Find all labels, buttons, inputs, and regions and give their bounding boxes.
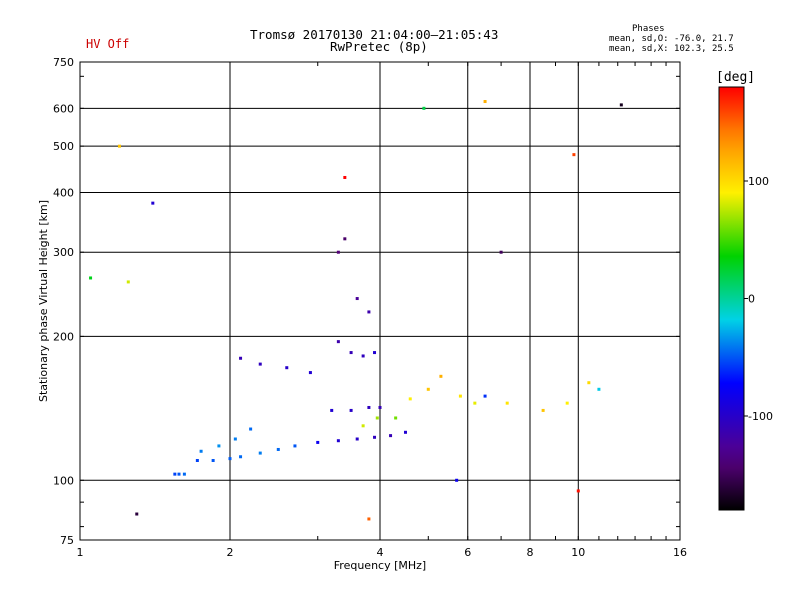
echo-point [541, 408, 545, 412]
echo-point [373, 435, 377, 439]
echo-point [308, 371, 312, 375]
echo-point [239, 455, 243, 459]
echo-point [403, 430, 407, 434]
echo-point [285, 366, 289, 370]
phase-stats-o-mode: mean, sd,O: -76.0, 21.7 [609, 34, 734, 44]
echo-point [330, 408, 334, 412]
y-tick-label: 100 [53, 474, 74, 487]
grid-lines [80, 62, 680, 540]
echo-point [576, 489, 580, 493]
phase-stats-heading: Phases [632, 24, 665, 34]
y-tick-label: 75 [60, 534, 74, 547]
echo-point [426, 387, 430, 391]
echo-point [217, 444, 221, 448]
colorbar-unit-label: [deg] [716, 70, 756, 85]
x-tick-label: 2 [227, 546, 234, 559]
echo-point [505, 401, 509, 405]
echo-point [375, 416, 379, 420]
y-tick-label: 400 [53, 186, 74, 199]
echo-point [473, 401, 477, 405]
echo-point [483, 100, 487, 104]
chart-title-line1: Tromsø 20170130 21:04:00–21:05:43 [250, 27, 499, 42]
echo-point [151, 201, 155, 205]
y-axis-label: Stationary phase Virtual Height [km] [37, 200, 50, 402]
echo-point [249, 427, 253, 431]
echo-points [89, 100, 623, 521]
echo-point [211, 458, 215, 462]
colorbar-rect [718, 86, 745, 511]
echo-point [565, 401, 569, 405]
echo-point [336, 250, 340, 254]
echo-point [367, 310, 371, 314]
echo-point [228, 457, 232, 461]
phase-colorbar: 100 0 -100 [718, 86, 773, 511]
y-tick-label: 750 [53, 56, 74, 69]
echo-point [233, 437, 237, 441]
echo-point [316, 440, 320, 444]
echo-point [173, 472, 177, 476]
echo-point [373, 351, 377, 355]
echo-point [276, 447, 280, 451]
y-tick-label: 200 [53, 330, 74, 343]
echo-point [343, 237, 347, 241]
echo-point [587, 381, 591, 385]
x-tick-label: 1 [77, 546, 84, 559]
echo-point [361, 424, 365, 428]
echo-point [483, 394, 487, 398]
x-tick-label: 4 [377, 546, 384, 559]
colorbar-tick-label: -100 [748, 410, 773, 423]
echo-point [439, 374, 443, 378]
colorbar-tick-label: 0 [748, 293, 755, 306]
echo-point [389, 434, 393, 438]
echo-point [135, 512, 139, 516]
echo-point [195, 458, 199, 462]
hv-status-label: HV Off [86, 37, 130, 51]
echo-point [355, 437, 359, 441]
echo-point [378, 405, 382, 409]
echo-point [177, 472, 181, 476]
x-tick-label: 8 [527, 546, 534, 559]
echo-point [408, 397, 412, 401]
x-axis-label: Frequency [MHz] [334, 559, 426, 572]
echo-point [258, 362, 262, 366]
x-tick-label: 6 [464, 546, 471, 559]
echo-point [499, 250, 503, 254]
echo-point [572, 153, 576, 157]
chart-title-line2: RwPretec (8p) [330, 39, 428, 54]
echo-point [367, 517, 371, 521]
y-tick-label: 600 [53, 102, 74, 115]
colorbar-tick-label: 100 [748, 175, 769, 188]
echo-point [349, 408, 353, 412]
echo-point [117, 144, 121, 148]
x-tick-label: 16 [673, 546, 687, 559]
echo-point [343, 175, 347, 179]
echo-point [349, 351, 353, 355]
echo-point [182, 472, 186, 476]
echo-point [126, 280, 130, 284]
echo-point [458, 394, 462, 398]
echo-point [355, 297, 359, 301]
echo-point [367, 405, 371, 409]
echo-point [89, 276, 93, 280]
echo-point [293, 444, 297, 448]
echo-point [258, 451, 262, 455]
axes: 1 2 4 6 8 10 16 75 100 200 300 400 500 600 750 Frequenc… [37, 56, 687, 572]
echo-point [619, 103, 623, 107]
y-tick-label: 500 [53, 140, 74, 153]
phase-stats-x-mode: mean, sd,X: 102.3, 25.5 [609, 44, 734, 54]
echo-point [239, 356, 243, 360]
echo-point [422, 106, 426, 110]
echo-point [455, 478, 459, 482]
echo-point [361, 354, 365, 358]
echo-point [336, 439, 340, 443]
echo-point [597, 387, 601, 391]
echo-point [336, 340, 340, 344]
y-tick-label: 300 [53, 246, 74, 259]
x-tick-label: 10 [571, 546, 585, 559]
echo-point [199, 449, 203, 453]
echo-point [394, 416, 398, 420]
